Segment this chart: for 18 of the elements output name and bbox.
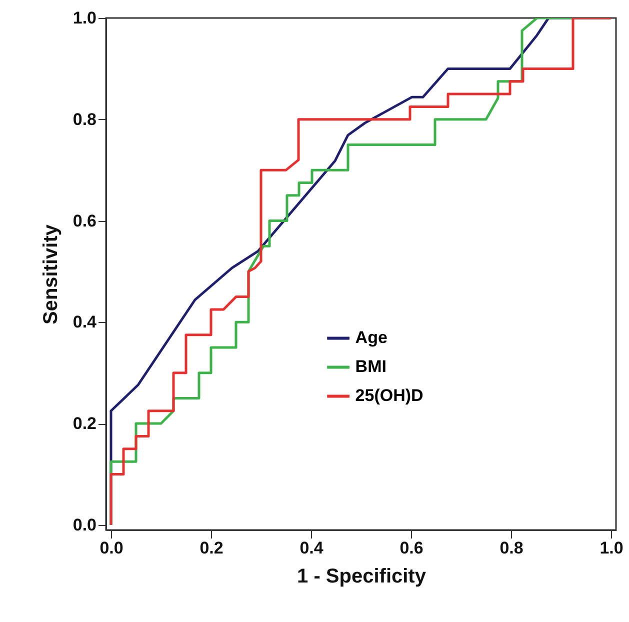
line-series	[110, 18, 612, 526]
x-tick-label: 0.8	[500, 538, 524, 558]
y-axis-title: Sensitivity	[40, 224, 62, 325]
y-tick-label: 0.8	[72, 110, 96, 129]
y-tick-label: 0.0	[72, 515, 96, 534]
x-axis-title: 1 - Specificity	[297, 566, 427, 588]
y-tick-label: 0.4	[72, 312, 98, 332]
legend-label: Age	[355, 328, 388, 348]
x-tick-label: 1.0	[600, 538, 624, 558]
x-tick-label: 0.2	[200, 538, 224, 558]
y-tick-label: 1.0	[72, 8, 96, 28]
y-tick-label: 0.6	[72, 211, 96, 230]
x-tick-label: 0.4	[300, 538, 324, 558]
x-tick-label: 0.0	[100, 538, 124, 558]
y-tick-label: 0.2	[72, 414, 96, 434]
legend-label: BMI	[355, 357, 386, 376]
legend-label: 25(OH)D	[355, 386, 424, 406]
x-tick-label: 0.6	[400, 538, 424, 558]
